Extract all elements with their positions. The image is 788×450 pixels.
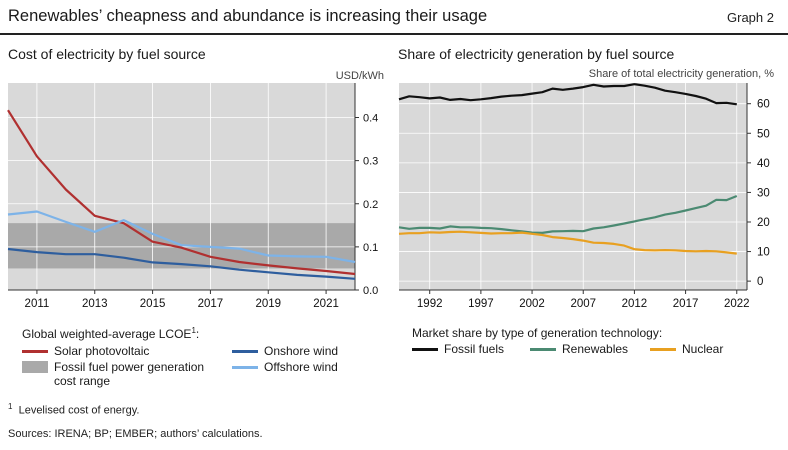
x-tick-label: 2007 (570, 298, 596, 310)
series-fossil-fuels (398, 83, 737, 106)
x-tick-label: 2015 (140, 298, 166, 310)
left-legend-title: Global weighted-average LCOE1: (22, 326, 200, 341)
solar-swatch (22, 350, 48, 353)
legend-nuclear: Nuclear (650, 342, 723, 356)
plot-background (399, 83, 747, 290)
x-tick-label: 2011 (25, 298, 50, 310)
onshore-swatch (232, 350, 258, 353)
left-panel-title: Cost of electricity by fuel source (8, 46, 206, 62)
series-nuclear (398, 230, 737, 255)
x-tick-label: 1997 (468, 298, 494, 310)
legend-solar: Solar photovoltaic (22, 344, 212, 358)
y-tick-label: 0 (757, 276, 763, 288)
series-offshore-wind (7, 210, 356, 264)
main-title: Renewables’ cheapness and abundance is i… (8, 7, 488, 25)
graph-label: Graph 2 (727, 10, 774, 25)
sources-note: Sources: IRENA; BP; EMBER; authors’ calc… (8, 428, 263, 440)
y-tick-label: 40 (757, 158, 770, 170)
right-panel-title: Share of electricity generation by fuel … (398, 46, 675, 62)
fossil-swatch (412, 348, 438, 351)
y-tick-label: 50 (757, 128, 770, 140)
footnote-1: 1 Levelised cost of energy. (8, 402, 140, 417)
series-onshore-wind (7, 247, 356, 280)
y-tick-label: 0.1 (363, 242, 378, 254)
x-tick-label: 2012 (622, 298, 648, 310)
offshore-swatch (232, 366, 258, 369)
x-tick-label: 2002 (519, 298, 545, 310)
y-tick-label: 10 (757, 247, 770, 259)
legend-fossil: Fossil fuels (412, 342, 504, 356)
series-renewables (398, 194, 738, 234)
share-chart: 0 10 20 30 40 50 60 1992 1997 2002 2007 2012 2017 202… (398, 83, 770, 310)
legend-fossil-range: Fossil fuel power generation cost range (22, 360, 227, 388)
x-tick-label: 2019 (255, 298, 281, 310)
cost-chart: 0.0 0.1 0.2 0.3 0.4 2011 2013 2015 2017 2019 2021 (7, 83, 378, 310)
series-solar-photovoltaic (7, 109, 356, 276)
x-tick-label: 2017 (198, 298, 224, 310)
x-tick-label: 2022 (724, 298, 750, 310)
legend-onshore: Onshore wind (232, 344, 382, 358)
x-tick-label: 2021 (313, 298, 339, 310)
fossil-range-swatch (22, 361, 48, 373)
y-tick-label: 60 (757, 99, 770, 111)
right-unit-label: Share of total electricity generation, % (588, 68, 774, 80)
y-tick-label: 0.3 (363, 156, 378, 168)
y-tick-label: 20 (757, 217, 770, 229)
x-tick-label: 2017 (673, 298, 699, 310)
right-legend-title: Market share by type of generation techn… (412, 326, 663, 340)
y-tick-label: 0.4 (363, 113, 378, 125)
nuclear-swatch (650, 348, 676, 351)
x-tick-label: 1992 (417, 298, 443, 310)
header-rule (0, 33, 788, 35)
y-tick-label: 30 (757, 187, 770, 199)
renewables-swatch (530, 348, 556, 351)
legend-offshore: Offshore wind (232, 360, 382, 374)
left-unit-label: USD/kWh (335, 70, 384, 82)
y-tick-label: 0.2 (363, 199, 378, 211)
y-tick-label: 0.0 (363, 285, 378, 297)
x-tick-label: 2013 (82, 298, 108, 310)
legend-renewables: Renewables (530, 342, 628, 356)
